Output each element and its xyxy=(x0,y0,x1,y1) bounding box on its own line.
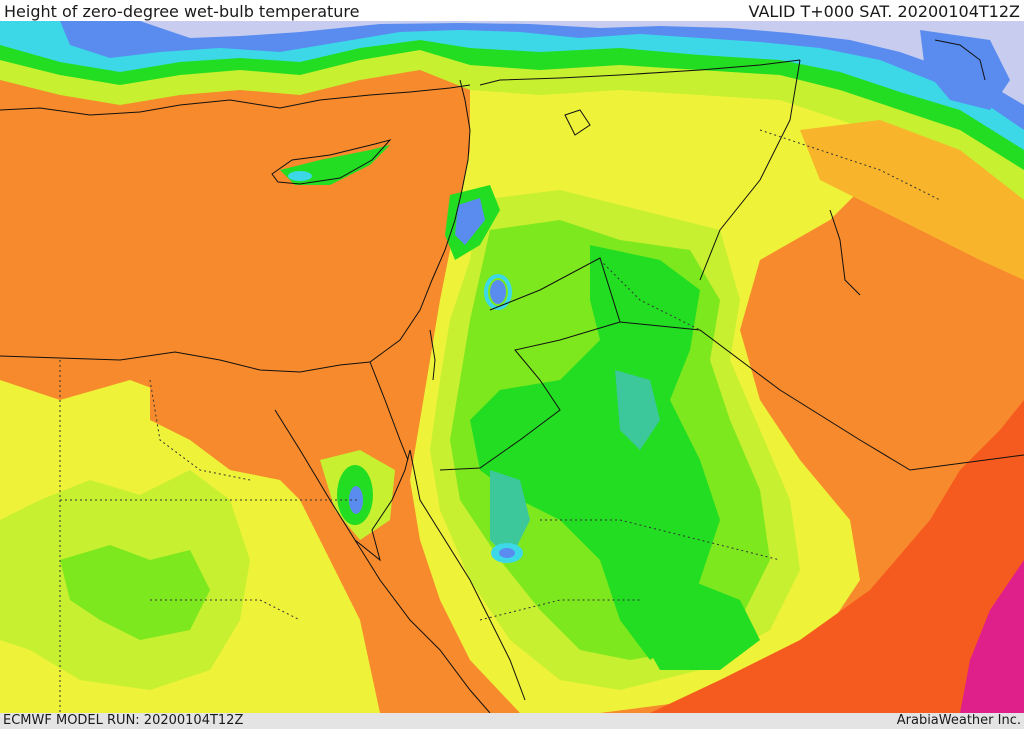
internal-borders xyxy=(59,129,941,713)
coastline-lake-van xyxy=(564,109,591,136)
coastline-caspian xyxy=(934,39,986,81)
field-orangeyellow-east xyxy=(800,120,1024,280)
field-green-core xyxy=(470,245,720,660)
border-syria-jordan xyxy=(489,257,621,323)
field-teal-core xyxy=(615,370,660,450)
map-canvas xyxy=(0,21,1024,713)
field-blue-hijaz xyxy=(499,548,515,558)
weather-map xyxy=(0,21,1024,713)
coastline-mediterranean-south xyxy=(0,79,471,373)
border-region-b xyxy=(599,259,701,331)
coastline-red-sea-west xyxy=(354,539,491,713)
field-redorange-southeast xyxy=(650,400,1024,713)
map-title: Height of zero-degree wet-bulb temperatu… xyxy=(4,2,360,21)
border-region-f xyxy=(150,599,301,621)
coastline-gulf-suez xyxy=(274,409,411,562)
coastline-dead-sea xyxy=(429,329,436,381)
field-blue-jerusalem xyxy=(490,280,506,304)
border-iraq-saudi xyxy=(619,321,1024,471)
field-blue-lebanon xyxy=(455,198,485,245)
coastlines xyxy=(0,39,986,713)
border-syria-iraq xyxy=(479,59,801,86)
coastline-red-sea-east xyxy=(409,449,526,701)
field-blue-caucasus xyxy=(920,30,1010,110)
coastline-cyprus xyxy=(271,139,392,185)
footer-bar: ECMWF MODEL RUN: 20200104T12Z ArabiaWeat… xyxy=(0,713,1024,729)
model-run-label: ECMWF MODEL RUN: 20200104T12Z xyxy=(3,713,244,728)
border-region-c xyxy=(540,519,781,561)
border-region-e xyxy=(759,129,941,201)
border-region-d xyxy=(479,599,640,621)
valid-time: VALID T+000 SAT. 20200104T12Z xyxy=(748,2,1020,21)
political-borders xyxy=(369,59,1024,471)
field-cyan-jerusalem xyxy=(484,274,512,310)
coastline-persian-gulf xyxy=(829,209,861,296)
title-bar: Height of zero-degree wet-bulb temperatu… xyxy=(0,0,1024,21)
field-magenta-southeast xyxy=(960,560,1024,713)
coastline-turkey-south xyxy=(0,84,471,116)
credit-label: ArabiaWeather Inc. xyxy=(896,713,1021,728)
field-lightgreen-egypt xyxy=(60,545,210,640)
field-blue-north xyxy=(60,21,1024,130)
field-pale-north xyxy=(140,21,1024,105)
field-orange-nile xyxy=(150,370,310,480)
field-teal-west xyxy=(490,470,530,560)
border-region-a xyxy=(149,379,251,481)
border-iraq-iran xyxy=(699,59,801,281)
border-egypt-israel xyxy=(369,361,409,461)
field-cyan-north xyxy=(0,21,1024,150)
field-green-south xyxy=(620,580,760,670)
field-cyan-cyprus xyxy=(288,171,312,181)
border-jordan-saudi xyxy=(439,321,621,471)
